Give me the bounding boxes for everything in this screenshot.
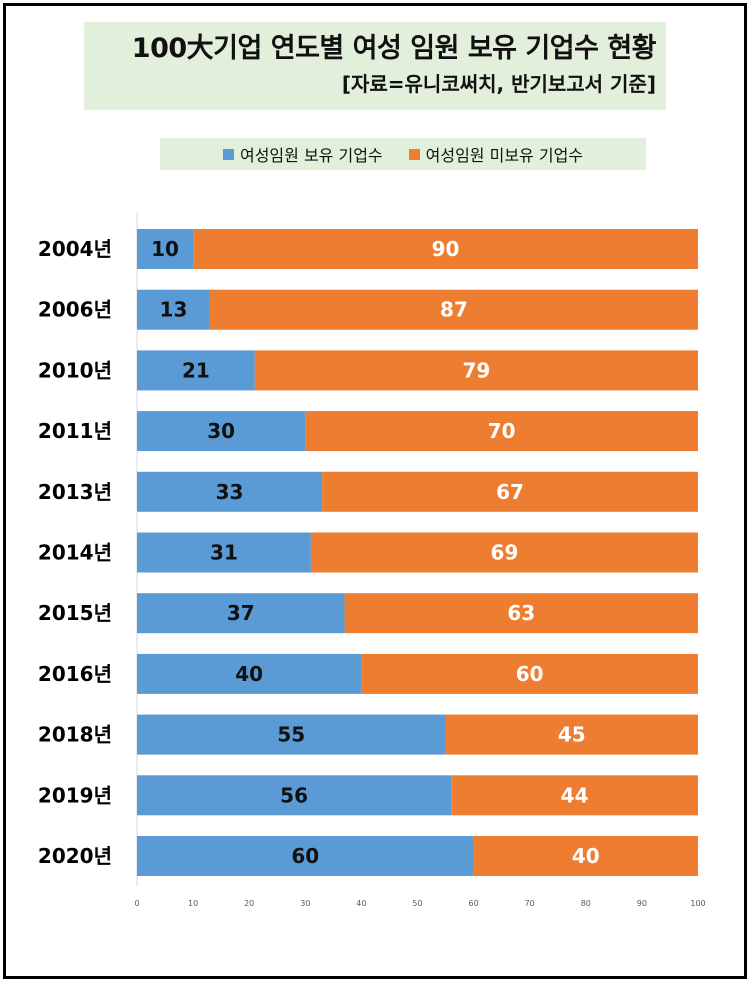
chart-subtitle: [자료=유니코써치, 반기보고서 기준]	[341, 72, 656, 96]
bar-series2	[305, 411, 698, 452]
data-label-series1: 55	[277, 723, 305, 747]
category-label: 2014년	[38, 541, 112, 565]
category-label: 2020년	[38, 844, 112, 868]
bar-series2	[193, 229, 698, 269]
bar-series2	[322, 471, 698, 512]
data-label-series2: 79	[462, 358, 490, 382]
x-tick-label: 50	[412, 899, 422, 908]
bar-series2	[310, 532, 698, 573]
bar-series1	[137, 289, 210, 330]
data-label-series1: 40	[235, 662, 263, 686]
legend: 여성임원 보유 기업수 여성임원 미보유 기업수	[160, 138, 646, 170]
data-label-series1: 31	[210, 541, 238, 565]
data-label-series2: 90	[432, 237, 460, 261]
bar-series1	[137, 836, 474, 876]
bar-series1	[137, 350, 255, 391]
bar-series1	[137, 593, 345, 634]
data-label-series2: 87	[440, 298, 468, 322]
category-label: 2004년	[38, 237, 112, 261]
x-tick-label: 0	[134, 899, 139, 908]
legend-swatch-series1	[222, 148, 234, 160]
bar-series2	[209, 289, 698, 330]
bar-series1	[137, 653, 362, 694]
data-label-series2: 45	[558, 723, 586, 747]
x-tick-label: 60	[469, 899, 479, 908]
x-tick-label: 40	[356, 899, 366, 908]
data-label-series2: 40	[572, 844, 600, 868]
data-label-series2: 63	[507, 601, 535, 625]
bar-series1	[137, 775, 452, 816]
bar-series2	[344, 593, 698, 634]
data-label-series1: 60	[291, 844, 319, 868]
bar-series2	[451, 775, 698, 816]
x-tick-label: 90	[637, 899, 647, 908]
data-label-series1: 56	[280, 783, 308, 807]
data-label-series1: 10	[151, 237, 179, 261]
data-label-series2: 67	[496, 480, 524, 504]
legend-label-series2: 여성임원 미보유 기업수	[425, 146, 584, 165]
legend-item-series2: 여성임원 미보유 기업수	[408, 142, 584, 166]
bar-series1	[137, 471, 323, 512]
bar-series1	[137, 532, 311, 573]
bar-series2	[361, 653, 698, 694]
x-tick-label: 30	[300, 899, 310, 908]
category-label: 2006년	[38, 298, 112, 322]
category-label: 2015년	[38, 601, 112, 625]
bar-series2	[473, 836, 698, 876]
data-label-series1: 21	[182, 358, 210, 382]
chart-title: 100大기업 연도별 여성 임원 보유 기업수 현황	[131, 33, 657, 64]
x-tick-label: 80	[581, 899, 591, 908]
data-label-series2: 69	[491, 541, 519, 565]
category-label: 2018년	[38, 723, 112, 747]
legend-label-series1: 여성임원 보유 기업수	[239, 146, 383, 165]
category-label: 2016년	[38, 662, 112, 686]
x-tick-label: 10	[188, 899, 198, 908]
legend-item-series1: 여성임원 보유 기업수	[222, 142, 383, 166]
data-label-series2: 70	[488, 419, 516, 443]
title-panel: 100大기업 연도별 여성 임원 보유 기업수 현황 [자료=유니코써치, 반기…	[84, 22, 666, 110]
x-tick-label: 20	[244, 899, 254, 908]
data-label-series1: 37	[227, 601, 255, 625]
category-label: 2013년	[38, 480, 112, 504]
category-label: 2011년	[38, 419, 112, 443]
bar-series1	[137, 229, 194, 269]
data-label-series1: 13	[160, 298, 188, 322]
category-label: 2010년	[38, 358, 112, 382]
x-tick-label: 100	[690, 899, 705, 908]
category-label: 2019년	[38, 783, 112, 807]
x-tick-label: 70	[525, 899, 535, 908]
legend-swatch-series2	[408, 148, 420, 160]
bar-series1	[137, 714, 446, 755]
data-label-series1: 30	[207, 419, 235, 443]
data-label-series1: 33	[216, 480, 244, 504]
data-label-series2: 60	[516, 662, 544, 686]
bar-series2	[445, 714, 698, 755]
data-label-series2: 44	[561, 783, 589, 807]
bar-series1	[137, 411, 306, 452]
bar-series2	[254, 350, 698, 391]
